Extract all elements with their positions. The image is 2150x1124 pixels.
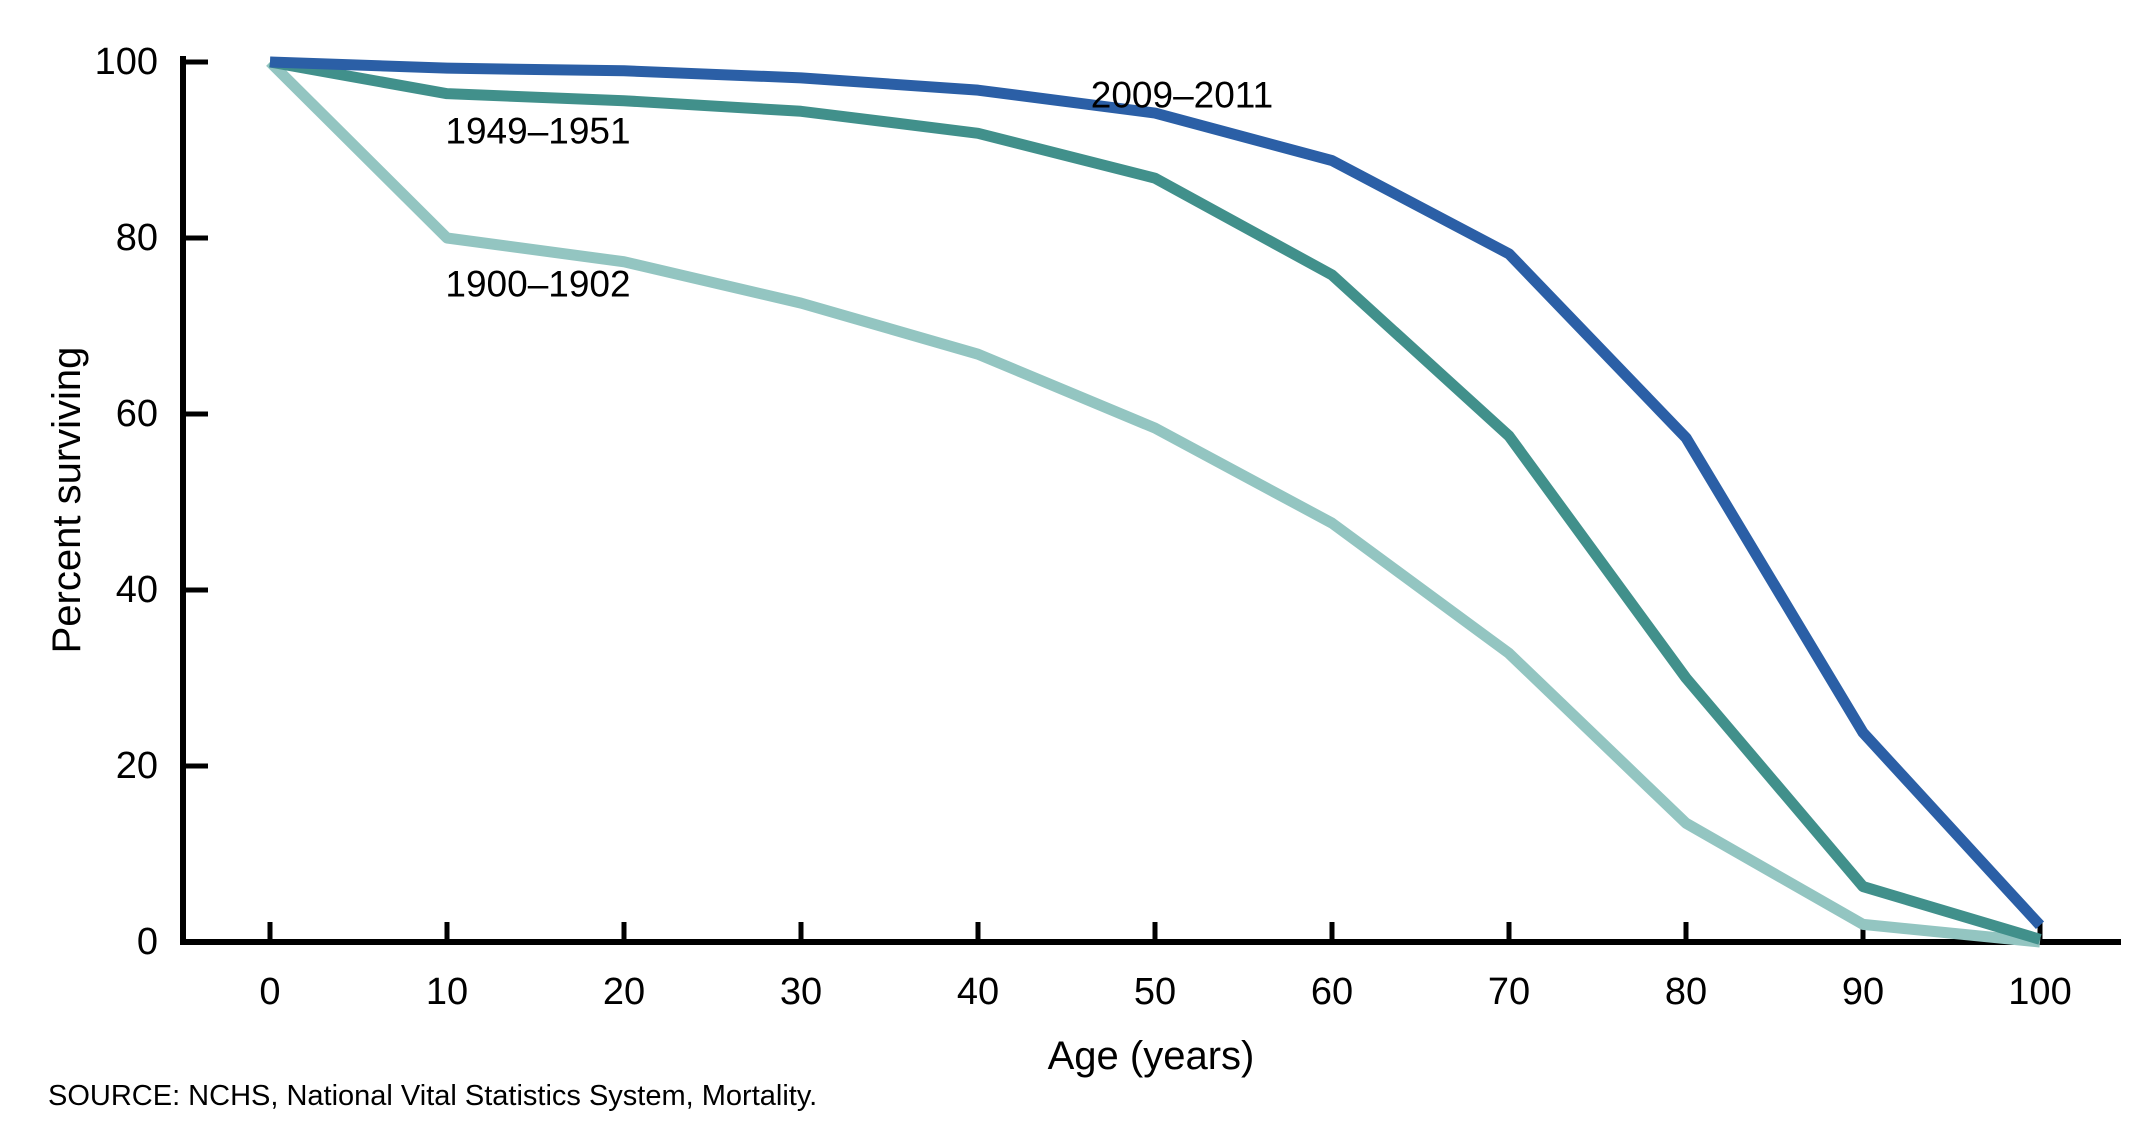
x-tick-label: 0 [259, 971, 280, 1013]
y-tick-label: 80 [116, 217, 158, 259]
x-tick-label: 60 [1311, 971, 1353, 1013]
y-tick-label: 100 [95, 41, 158, 83]
axis-ticks: 0 10 20 30 40 50 60 70 80 90 100 0 20 40 60 80 100 [95, 41, 2072, 1013]
x-tick-label: 90 [1842, 971, 1884, 1013]
series-label-1949-1951: 1949–1951 [445, 111, 630, 152]
x-tick-label: 20 [603, 971, 645, 1013]
curve-1900-1902 [266, 58, 2041, 948]
curves-group [266, 56, 2045, 948]
y-axis-title: Percent surviving [45, 347, 89, 654]
y-tick-label: 40 [116, 569, 158, 611]
y-tick-label: 20 [116, 745, 158, 787]
x-tick-label: 80 [1665, 971, 1707, 1013]
source-note: SOURCE: NCHS, National Vital Statistics … [48, 1080, 818, 1112]
x-tick-label: 40 [957, 971, 999, 1013]
curve-1949-1951 [269, 56, 2042, 945]
x-tick-label: 70 [1488, 971, 1530, 1013]
series-labels-group: 2009–2011 1949–1951 1900–1902 [445, 75, 1273, 305]
y-tick-label: 60 [116, 393, 158, 435]
x-axis-title: Age (years) [1048, 1034, 1255, 1078]
x-tick-label: 30 [780, 971, 822, 1013]
y-tick-label: 0 [137, 921, 158, 963]
x-tick-label: 10 [426, 971, 468, 1013]
series-label-2009-2011: 2009–2011 [1091, 75, 1273, 116]
series-label-1900-1902: 1900–1902 [445, 264, 630, 305]
curve-2009-2011 [269, 56, 2045, 930]
x-tick-label: 100 [2008, 971, 2071, 1013]
x-tick-label: 50 [1134, 971, 1176, 1013]
